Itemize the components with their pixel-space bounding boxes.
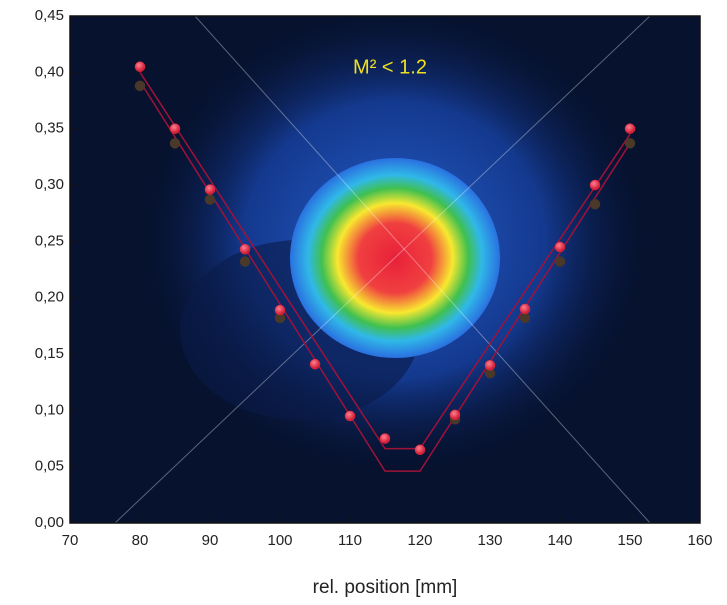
y-tick-label: 0,40	[35, 63, 64, 80]
data-point	[239, 256, 251, 267]
x-tick-label: 160	[687, 532, 712, 549]
data-point	[204, 184, 216, 195]
data-point	[519, 303, 531, 315]
fit-line	[139, 71, 631, 450]
y-tick-label: 0,45	[35, 7, 64, 24]
data-point	[484, 360, 496, 371]
data-point	[624, 123, 636, 134]
x-tick-label: 150	[617, 532, 642, 549]
y-tick-label: 0,20	[35, 289, 64, 306]
plot-frame	[69, 15, 701, 524]
data-point	[379, 433, 391, 444]
x-tick-label: 100	[267, 532, 292, 549]
data-point	[134, 61, 146, 72]
data-point	[344, 410, 356, 422]
data-point	[589, 179, 601, 191]
x-tick-label: 80	[132, 532, 149, 549]
data-point	[449, 409, 461, 421]
data-point	[414, 444, 426, 456]
y-tick-label: 0,10	[35, 401, 64, 418]
data-point	[169, 138, 181, 149]
data-point	[134, 80, 146, 92]
beam-image	[70, 16, 700, 523]
x-tick-label: 140	[547, 532, 572, 549]
y-tick-label: 0,25	[35, 232, 64, 249]
data-point	[204, 194, 216, 205]
data-point	[239, 243, 251, 255]
annotation: M² < 1.2	[353, 56, 427, 78]
x-tick-label: 70	[62, 532, 79, 549]
data-point	[554, 256, 566, 267]
data-point	[589, 198, 601, 210]
y-tick-label: 0,35	[35, 120, 64, 137]
y-tick-label: 0,05	[35, 458, 64, 475]
x-tick-label: 90	[202, 532, 219, 549]
data-point	[624, 138, 636, 149]
y-tick-label: 0,30	[35, 176, 64, 193]
x-tick-label: 130	[477, 532, 502, 549]
x-axis-label: rel. position [mm]	[313, 577, 458, 598]
data-point	[519, 312, 531, 324]
data-point	[274, 304, 286, 316]
y-tick-label: 0,00	[35, 514, 64, 531]
data-point	[169, 123, 181, 134]
x-tick-label: 110	[338, 532, 362, 549]
data-point	[309, 358, 321, 370]
data-point	[554, 241, 566, 253]
x-tick-label: 120	[407, 532, 432, 549]
y-tick-label: 0,15	[35, 345, 64, 362]
